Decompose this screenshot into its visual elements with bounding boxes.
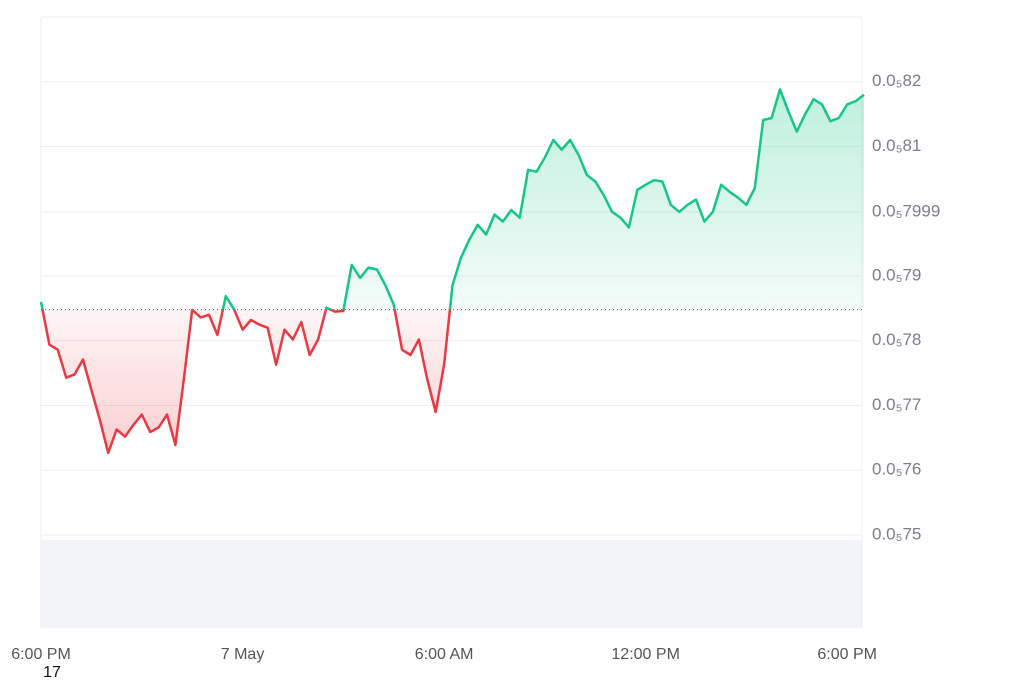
y-tick-label: 0.0₅76 [872, 460, 921, 479]
x-tick-label: 7 May [221, 646, 265, 663]
date-label: 17 [43, 664, 61, 681]
y-tick-label: 0.0₅75 [872, 524, 921, 543]
x-tick-label: 6:00 PM [817, 646, 877, 663]
y-tick-label: 0.0₅79 [872, 265, 921, 284]
y-tick-label: 0.0₅7999 [872, 201, 940, 220]
volume-panel [41, 540, 862, 627]
y-tick-label: 0.0₅81 [872, 136, 921, 155]
x-tick-label: 6:00 PM [11, 646, 71, 663]
area [41, 89, 864, 453]
y-tick-label: 0.0₅77 [872, 395, 921, 414]
x-tick-label: 6:00 AM [415, 646, 474, 663]
x-tick-label: 12:00 PM [611, 646, 679, 663]
price-line [39, 88, 865, 455]
y-tick-label: 0.0₅78 [872, 330, 921, 349]
y-tick-label: 0.0₅82 [872, 71, 921, 90]
